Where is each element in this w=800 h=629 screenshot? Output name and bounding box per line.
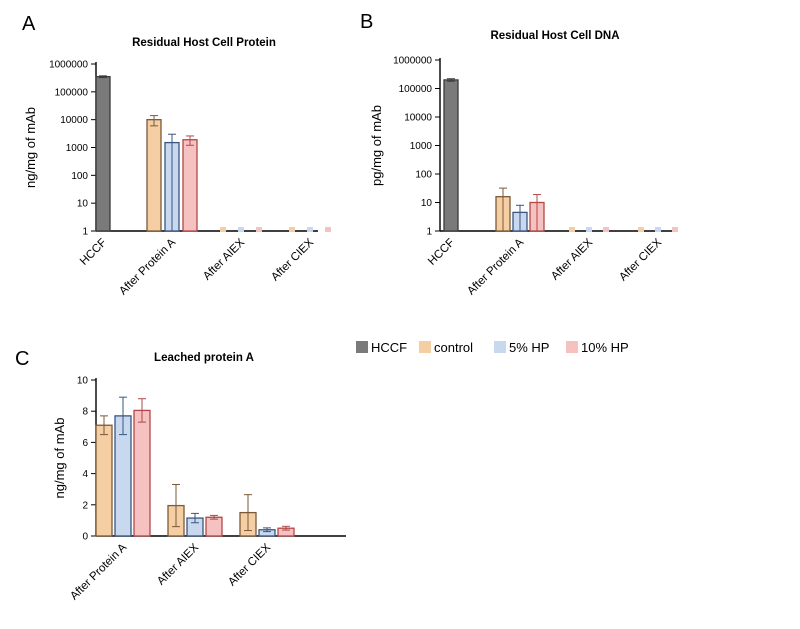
- bar-10-hp: [205, 516, 223, 537]
- bar-control: [95, 424, 113, 537]
- chart-title: Residual Host Cell Protein: [132, 37, 276, 49]
- x-tick-label: After Protein A: [68, 541, 129, 602]
- y-tick-label: 10: [77, 376, 89, 387]
- y-tick-label: 10000: [404, 113, 432, 124]
- legend-label: control: [434, 340, 473, 355]
- bar-control-marker: [289, 227, 295, 232]
- bar-10-hp: [133, 409, 151, 537]
- bar-10-hp-marker: [325, 227, 331, 232]
- legend-swatch-hccf: [356, 341, 368, 353]
- bar-hccf: [443, 79, 459, 232]
- x-tick-label: After CIEX: [617, 236, 664, 283]
- chart-title: Leached protein A: [154, 352, 254, 364]
- panel-letter: A: [22, 13, 36, 35]
- panel-letter: B: [360, 11, 373, 33]
- y-tick-label: 0: [82, 532, 88, 543]
- panel-letter: C: [15, 348, 29, 370]
- bar-10-hp-marker: [603, 227, 609, 232]
- y-tick-label: 8: [82, 407, 88, 418]
- y-tick-label: 4: [82, 469, 88, 480]
- y-tick-label: 100000: [399, 84, 433, 95]
- y-tick-label: 10000: [60, 115, 88, 126]
- bar-5-hp-marker: [586, 227, 592, 232]
- legend-swatch-5-hp: [494, 341, 506, 353]
- panel-c: C Leached protein A ng/mg of mAb 0 2 4 6 8 10 Aft…: [15, 348, 346, 603]
- panel-b: B Residual Host Cell DNA pg/mg of mAb 1 10 10…: [360, 11, 678, 298]
- y-tick-label: 6: [82, 438, 88, 449]
- legend-label: 5% HP: [509, 340, 549, 355]
- x-tick-label: After AIEX: [549, 236, 595, 282]
- y-tick-label: 1000: [410, 141, 433, 152]
- y-tick-label: 1: [426, 227, 432, 238]
- bar-5-hp-marker: [238, 227, 244, 232]
- bar-10-hp-marker: [256, 227, 262, 232]
- x-tick-label: After Protein A: [117, 236, 178, 297]
- x-tick-label: After AIEX: [201, 236, 247, 282]
- x-tick-label: HCCF: [426, 237, 457, 268]
- bar-10-hp: [182, 139, 198, 232]
- y-tick-label: 10: [77, 199, 89, 210]
- bar-10-hp-marker: [672, 227, 678, 232]
- legend-swatch-10-hp: [566, 341, 578, 353]
- y-tick-label: 1000000: [393, 56, 432, 67]
- x-tick-label: After CIEX: [226, 541, 273, 588]
- y-axis-label: ng/mg of mAb: [52, 418, 67, 499]
- bar-5-hp-marker: [307, 227, 313, 232]
- x-tick-label: After CIEX: [269, 236, 316, 283]
- bar-5-hp-marker: [655, 227, 661, 232]
- y-tick-label: 1: [82, 227, 88, 238]
- y-tick-label: 10: [421, 198, 433, 209]
- y-tick-label: 100000: [55, 87, 89, 98]
- legend-label: 10% HP: [581, 340, 629, 355]
- panel-a: A Residual Host Cell Protein ng/mg of mAb 1…: [22, 13, 331, 298]
- y-tick-label: 1000000: [49, 60, 88, 71]
- bar-control-marker: [220, 227, 226, 232]
- y-tick-label: 100: [71, 171, 88, 182]
- bar-hccf: [95, 76, 111, 232]
- x-tick-label: HCCF: [78, 237, 109, 268]
- x-tick-label: After Protein A: [465, 236, 526, 297]
- x-tick-label: After AIEX: [155, 541, 201, 587]
- bar-control: [146, 119, 162, 232]
- chart-title: Residual Host Cell DNA: [490, 30, 619, 42]
- bar-control-marker: [569, 227, 575, 232]
- legend-swatch-control: [419, 341, 431, 353]
- legend: HCCF control 5% HP 10% HP: [356, 340, 629, 355]
- bar-control-marker: [638, 227, 644, 232]
- y-tick-label: 1000: [66, 143, 89, 154]
- y-axis-label: pg/mg of mAb: [369, 105, 384, 186]
- legend-label: HCCF: [371, 340, 407, 355]
- y-tick-label: 100: [415, 170, 432, 181]
- y-axis-label: ng/mg of mAb: [23, 107, 38, 188]
- y-tick-label: 2: [82, 500, 88, 511]
